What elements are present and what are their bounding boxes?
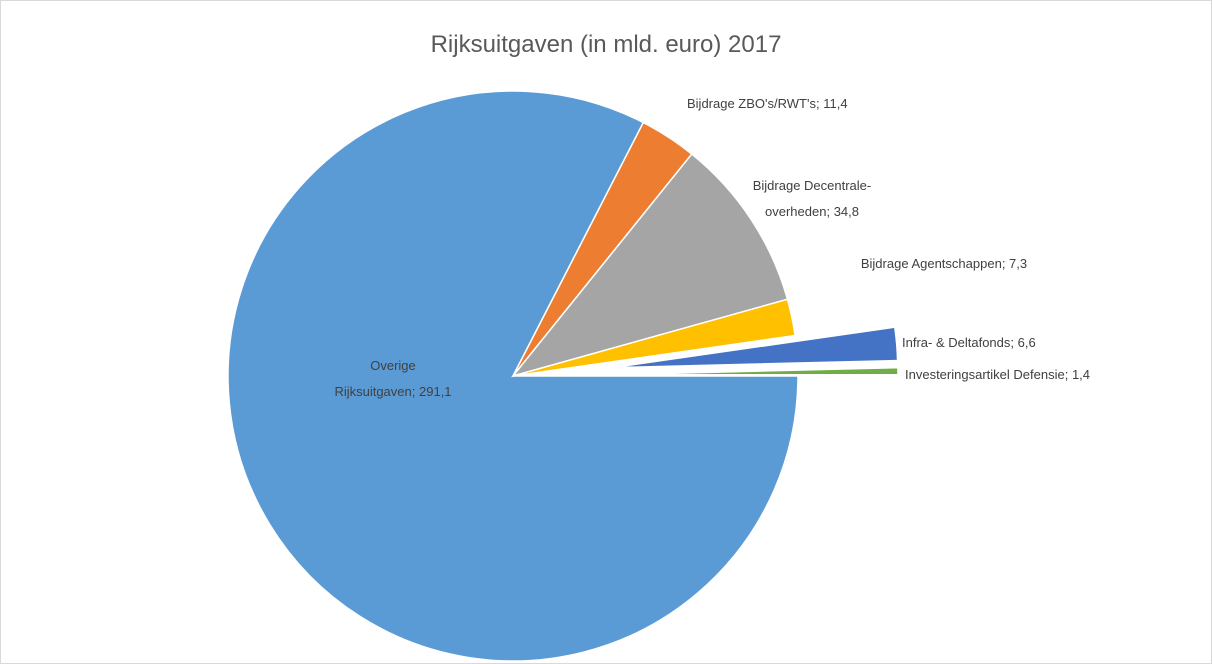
pie-slice <box>612 366 899 376</box>
label-value: 11,4 <box>823 96 848 111</box>
label-value: 1,4 <box>1071 367 1091 382</box>
label-separator: ; <box>411 384 419 399</box>
pie-slice <box>512 298 796 377</box>
label-value: 34,8 <box>833 204 859 219</box>
label-value: 7,3 <box>1009 256 1028 271</box>
label-category: Bijdrage Agentschappen <box>860 256 1002 271</box>
data-label: Bijdrage Decentrale-overheden; 34,8 <box>737 173 887 225</box>
label-separator: ; <box>815 96 824 111</box>
label-category: Infra- & Deltafonds <box>902 335 1011 350</box>
data-label: Bijdrage Agentschappen; 7,3 <box>849 251 1039 277</box>
label-separator: ; <box>1064 367 1072 382</box>
data-label: Bijdrage ZBO's/RWT's; 11,4 <box>687 91 987 117</box>
label-category: Bijdrage Decentrale-overheden <box>752 178 872 219</box>
label-separator: ; <box>826 204 834 219</box>
data-label: Infra- & Deltafonds; 6,6 <box>902 330 1202 356</box>
chart-title: Rijksuitgaven (in mld. euro) 2017 <box>430 31 782 58</box>
label-category: Bijdrage ZBO's/RWT's <box>687 96 816 111</box>
label-category: Overige Rijksuitgaven <box>334 358 416 399</box>
label-value: 291,1 <box>419 384 452 399</box>
pie-slice <box>510 152 789 378</box>
label-value: 6,6 <box>1017 335 1036 350</box>
pie-slice <box>612 326 899 369</box>
label-separator: ; <box>1001 256 1010 271</box>
label-separator: ; <box>1010 335 1018 350</box>
data-label: Investeringsartikel Defensie; 1,4 <box>905 362 1205 388</box>
label-category: Investeringsartikel Defensie <box>905 367 1065 382</box>
data-label: Overige Rijksuitgaven; 291,1 <box>331 353 455 405</box>
